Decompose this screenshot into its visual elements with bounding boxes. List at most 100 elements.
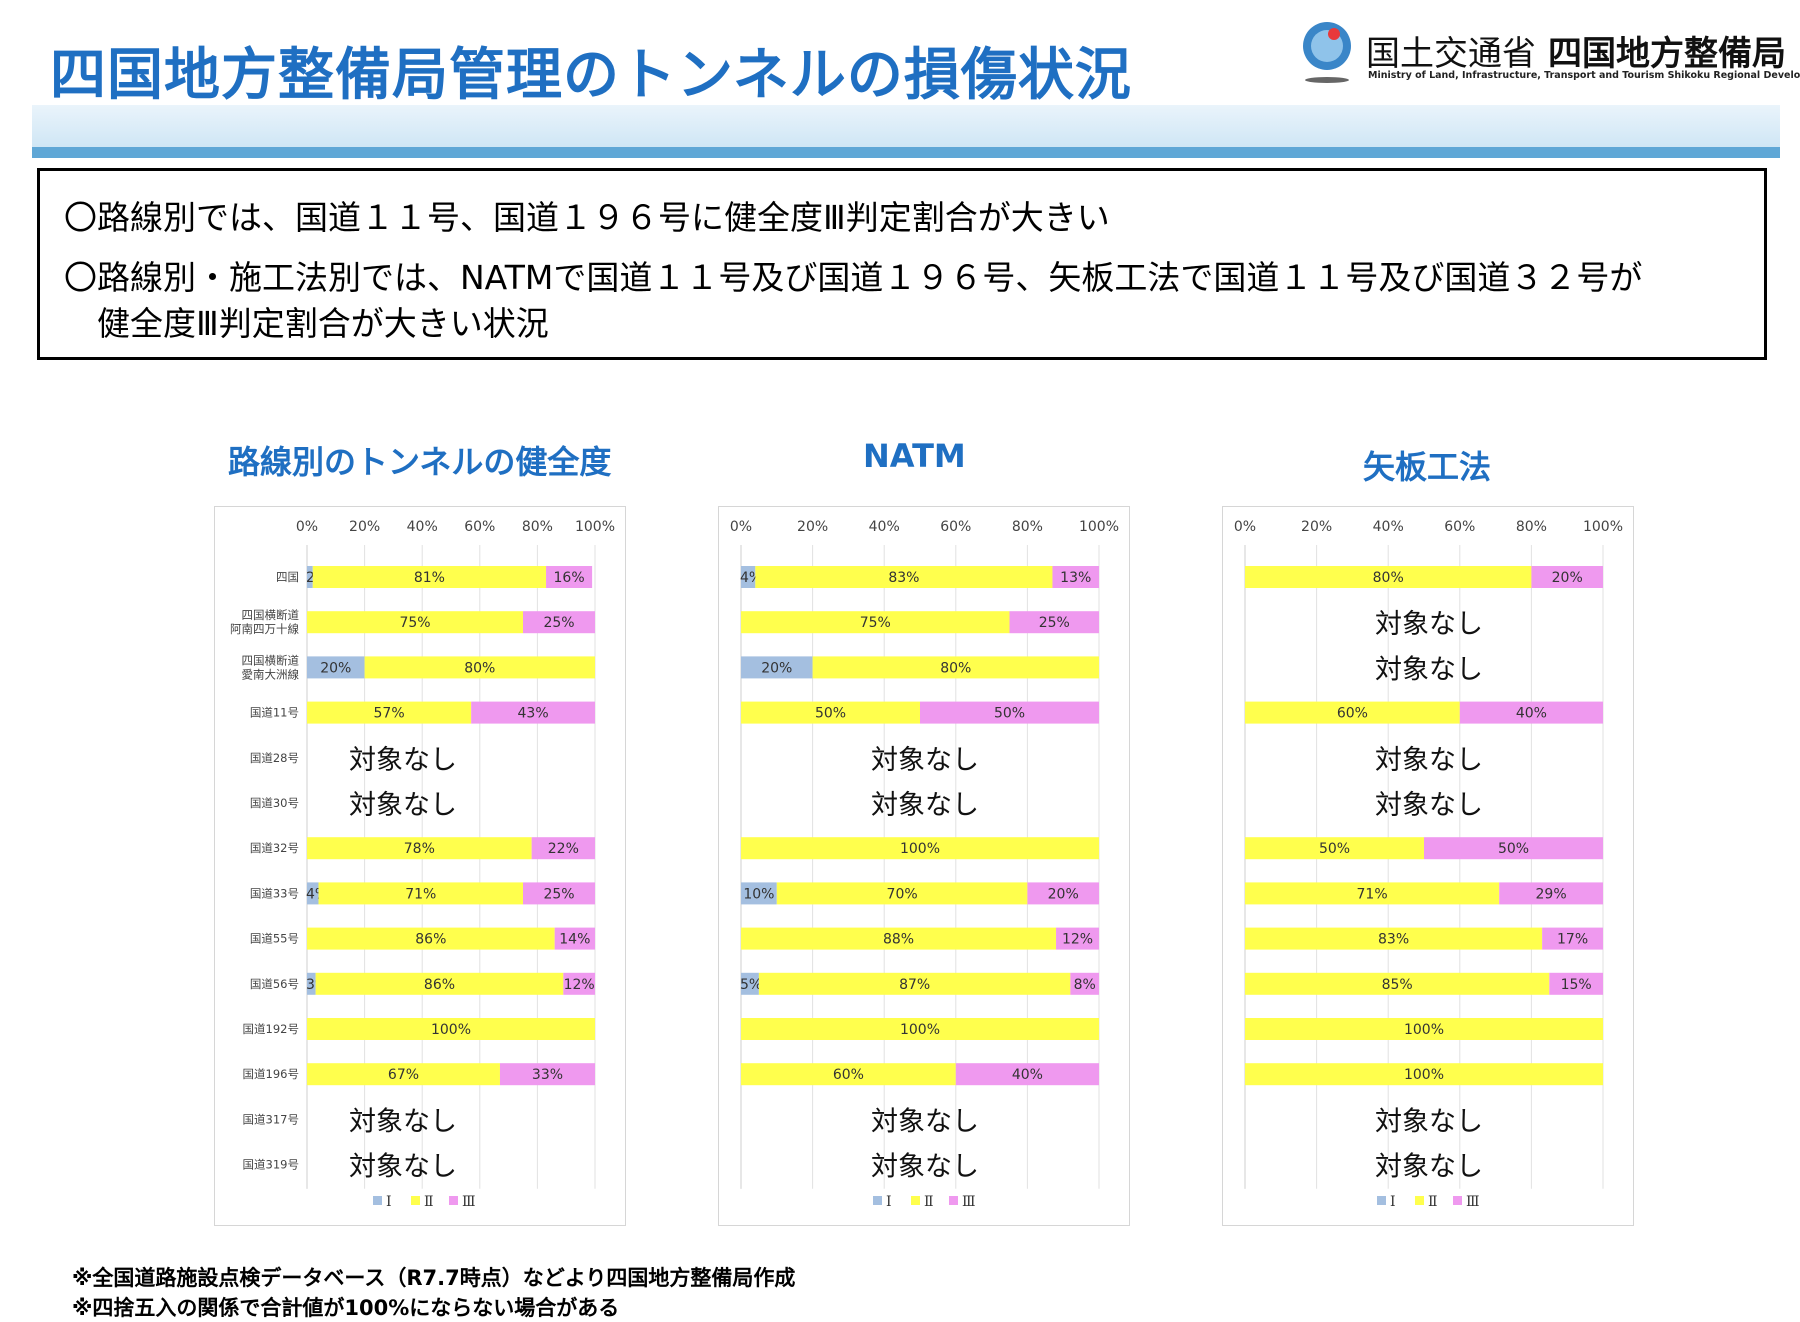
legend-label: Ⅱ	[424, 1194, 434, 1210]
category-label: 阿南四万十線	[230, 622, 299, 636]
data-label: 13%	[1060, 570, 1091, 586]
category-label: 国道32号	[250, 841, 299, 855]
legend-swatch	[1377, 1196, 1386, 1205]
x-tick-label: 80%	[1516, 519, 1547, 535]
data-label: 80%	[464, 660, 495, 676]
x-tick-label: 0%	[296, 519, 318, 535]
bar-segment	[741, 656, 813, 679]
bar-segment	[554, 927, 595, 950]
data-label: 20%	[320, 660, 351, 676]
data-label: 81%	[414, 570, 445, 586]
data-label: 15%	[1561, 977, 1592, 993]
data-label: 25%	[543, 886, 574, 902]
bar-segment	[307, 701, 472, 724]
bar-segment	[471, 701, 595, 724]
category-label: 国道319号	[243, 1158, 299, 1172]
data-label: 5%	[740, 977, 762, 993]
bar-segment	[741, 927, 1057, 950]
data-label: 100%	[900, 841, 940, 857]
chart-route: 0%20%40%60%80%100%四国2%81%16%四国横断道阿南四万十線7…	[214, 506, 626, 1226]
bar-segment	[741, 701, 920, 724]
bar-segment	[1245, 927, 1543, 950]
bar-segment	[315, 972, 564, 995]
data-label: 25%	[1039, 615, 1070, 631]
bar-segment	[1070, 972, 1099, 995]
no-data-label: 対象なし	[1375, 654, 1483, 685]
bar-segment	[499, 1063, 595, 1086]
bar-segment	[312, 566, 547, 588]
category-label: 四国横断道	[242, 608, 300, 622]
bar-segment	[1245, 1063, 1603, 1086]
data-label: 75%	[399, 615, 430, 631]
legend-label: Ⅱ	[1428, 1194, 1438, 1210]
footnote-rounding: ※四捨五入の関係で合計値が100%にならない場合がある	[72, 1296, 620, 1320]
legend-swatch	[373, 1196, 382, 1205]
bar-segment	[563, 972, 595, 995]
chart-natm: 0% 20% 40% 60% 80% 100% 4% 83% 13% 75% 25% 20% 80% 50…	[718, 506, 1130, 1226]
category-label: 国道11号	[250, 706, 299, 720]
legend-swatch	[911, 1196, 920, 1205]
data-label: 20%	[761, 660, 792, 676]
bar-segment	[1424, 837, 1603, 860]
bar-segment	[741, 882, 777, 905]
data-label: 50%	[994, 706, 1025, 722]
x-tick-label: 0%	[1234, 519, 1256, 535]
chart-title-route: 路線別のトンネルの健全度	[228, 443, 612, 481]
bar-segment	[741, 837, 1099, 860]
no-data-label: 対象なし	[871, 745, 979, 776]
bar-segment	[741, 566, 756, 588]
bar-segment	[920, 701, 1099, 724]
x-tick-label: 40%	[1373, 519, 1404, 535]
category-label: 愛南大洲線	[242, 667, 300, 681]
bar-segment	[531, 837, 595, 860]
bar-segment	[1009, 611, 1099, 634]
legend-swatch	[1453, 1196, 1462, 1205]
data-label: 70%	[887, 886, 918, 902]
bar-segment	[307, 1063, 500, 1086]
data-label: 100%	[431, 1022, 471, 1038]
chart-route-svg: 0%20%40%60%80%100%四国2%81%16%四国横断道阿南四万十線7…	[230, 519, 615, 1210]
bar-segment	[812, 656, 1099, 679]
legend-swatch	[411, 1196, 420, 1205]
bar-segment	[523, 611, 595, 634]
bar-segment	[1245, 1018, 1603, 1040]
no-data-label: 対象なし	[349, 790, 457, 821]
data-label: 60%	[1337, 706, 1368, 722]
data-label: 20%	[1048, 886, 1079, 902]
data-label: 100%	[1404, 1067, 1444, 1083]
legend-label: Ⅲ	[1466, 1194, 1480, 1210]
ministry-emblem-icon	[1303, 22, 1351, 83]
data-label: 22%	[548, 841, 579, 857]
bureau-english-name: Ministry of Land, Infrastructure, Transp…	[1368, 70, 1800, 81]
no-data-label: 対象なし	[1375, 1152, 1483, 1183]
bar-segment	[307, 972, 316, 995]
data-label: 14%	[559, 932, 590, 948]
data-label: 88%	[883, 932, 914, 948]
bar-segment	[1542, 927, 1603, 950]
organization-name: 国土交通省 四国地方整備局	[1366, 26, 1786, 75]
data-label: 78%	[404, 841, 435, 857]
bar-segment	[741, 972, 759, 995]
ministry-logo: 国土交通省 四国地方整備局 Ministry of Land, Infrastru…	[1298, 20, 1800, 90]
no-data-label: 対象なし	[349, 745, 457, 776]
no-data-label: 対象なし	[1375, 1106, 1483, 1137]
no-data-label: 対象なし	[349, 1106, 457, 1137]
bar-segment	[741, 1018, 1099, 1040]
category-label: 国道28号	[250, 751, 299, 765]
chart-title-natm: NATM	[863, 437, 966, 475]
bar-segment	[318, 882, 523, 905]
bar-segment	[1245, 566, 1532, 588]
data-label: 83%	[1378, 932, 1409, 948]
category-label: 国道56号	[250, 977, 299, 991]
bar-segment	[741, 1063, 956, 1086]
legend-swatch	[873, 1196, 882, 1205]
data-label: 86%	[424, 977, 455, 993]
legend-label: Ⅰ	[886, 1194, 892, 1210]
no-data-label: 対象なし	[871, 1106, 979, 1137]
header-band-stripe	[32, 147, 1780, 158]
bar-segment	[741, 611, 1010, 634]
category-label: 四国横断道	[242, 653, 300, 667]
bar-segment	[307, 656, 365, 679]
data-label: 100%	[1404, 1022, 1444, 1038]
x-tick-label: 40%	[869, 519, 900, 535]
